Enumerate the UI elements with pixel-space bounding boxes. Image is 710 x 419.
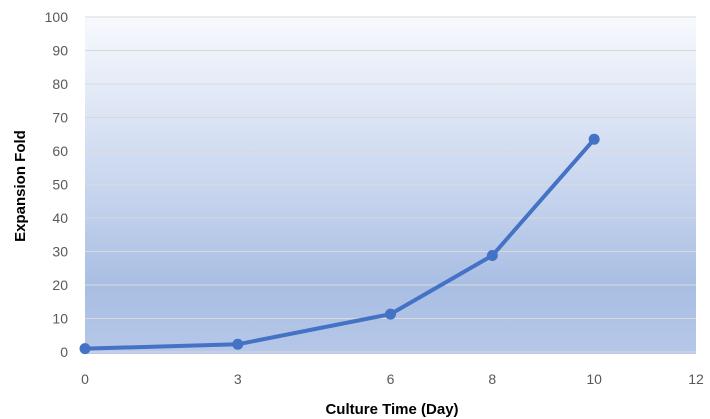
data-point	[232, 338, 244, 350]
y-tick-label: 70	[52, 110, 68, 126]
x-tick-label: 6	[387, 371, 395, 387]
data-point	[79, 343, 91, 355]
x-tick-label: 3	[234, 371, 242, 387]
y-tick-label: 20	[52, 277, 68, 293]
gridlines	[85, 16, 696, 353]
y-axis-ticks: 0 10 20 30 40 50 60 70 80 90 100	[45, 9, 69, 360]
data-point	[385, 308, 396, 320]
y-tick-label: 60	[52, 143, 68, 159]
x-tick-label: 10	[586, 371, 602, 387]
x-axis-ticks: 0 3 6 8 10 12	[81, 371, 704, 387]
x-axis-title: Culture Time (Day)	[325, 401, 458, 418]
y-tick-label: 80	[52, 76, 68, 92]
y-tick-label: 30	[52, 244, 68, 260]
y-tick-label: 40	[52, 210, 68, 226]
x-tick-label: 0	[81, 371, 89, 387]
series-layer	[79, 133, 600, 355]
x-tick-label: 12	[688, 371, 704, 387]
data-point	[588, 133, 600, 145]
plot-area	[85, 17, 696, 354]
x-tick-label: 8	[488, 371, 496, 387]
y-tick-label: 100	[45, 9, 69, 25]
y-axis-title: Expansion Fold	[12, 130, 29, 242]
data-point	[486, 250, 498, 262]
y-tick-label: 50	[52, 177, 68, 193]
y-tick-label: 90	[52, 43, 68, 59]
y-tick-label: 0	[60, 344, 68, 360]
y-tick-label: 10	[52, 311, 68, 327]
